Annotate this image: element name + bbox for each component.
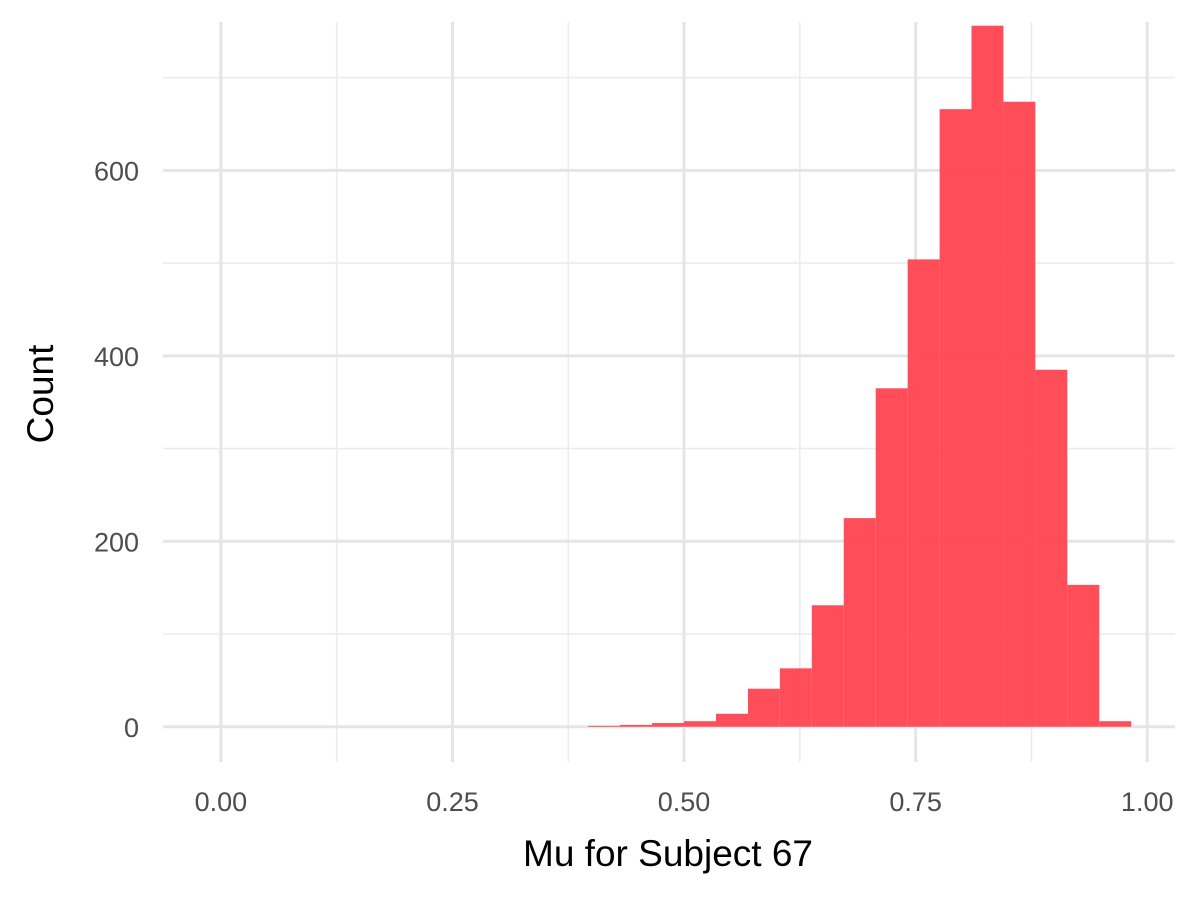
y-axis-tick-labels: 0 200 400 600 bbox=[94, 156, 139, 742]
histogram-bar bbox=[779, 668, 812, 727]
histogram-bar bbox=[620, 724, 653, 727]
histogram-bar bbox=[684, 721, 717, 727]
histogram-bar bbox=[1035, 369, 1068, 727]
x-tick-label: 0.00 bbox=[195, 787, 248, 817]
x-axis-title: Mu for Subject 67 bbox=[523, 833, 813, 874]
histogram-bar bbox=[971, 25, 1004, 727]
x-axis-tick-labels: 0.00 0.25 0.50 0.75 1.00 bbox=[195, 787, 1174, 817]
y-tick-label: 200 bbox=[94, 527, 139, 557]
histogram-bar bbox=[588, 725, 621, 727]
histogram-bar bbox=[716, 713, 748, 727]
histogram-bar bbox=[1067, 584, 1100, 727]
histogram-bar bbox=[1003, 101, 1036, 727]
y-axis-title: Count bbox=[20, 344, 61, 443]
x-tick-label: 1.00 bbox=[1121, 787, 1174, 817]
histogram-bars bbox=[588, 25, 1132, 727]
histogram-bar bbox=[1099, 721, 1132, 727]
x-tick-label: 0.25 bbox=[426, 787, 479, 817]
y-tick-label: 600 bbox=[94, 156, 139, 186]
x-tick-label: 0.75 bbox=[889, 787, 942, 817]
histogram-bar bbox=[875, 388, 908, 727]
y-tick-label: 0 bbox=[124, 713, 139, 743]
histogram-bar bbox=[811, 605, 844, 727]
histogram-bar bbox=[747, 688, 780, 727]
histogram-bar bbox=[907, 259, 940, 727]
histogram-bar bbox=[652, 723, 685, 727]
x-tick-label: 0.50 bbox=[658, 787, 711, 817]
histogram-bar bbox=[939, 109, 972, 727]
histogram-bar bbox=[843, 518, 876, 727]
y-tick-label: 400 bbox=[94, 342, 139, 372]
